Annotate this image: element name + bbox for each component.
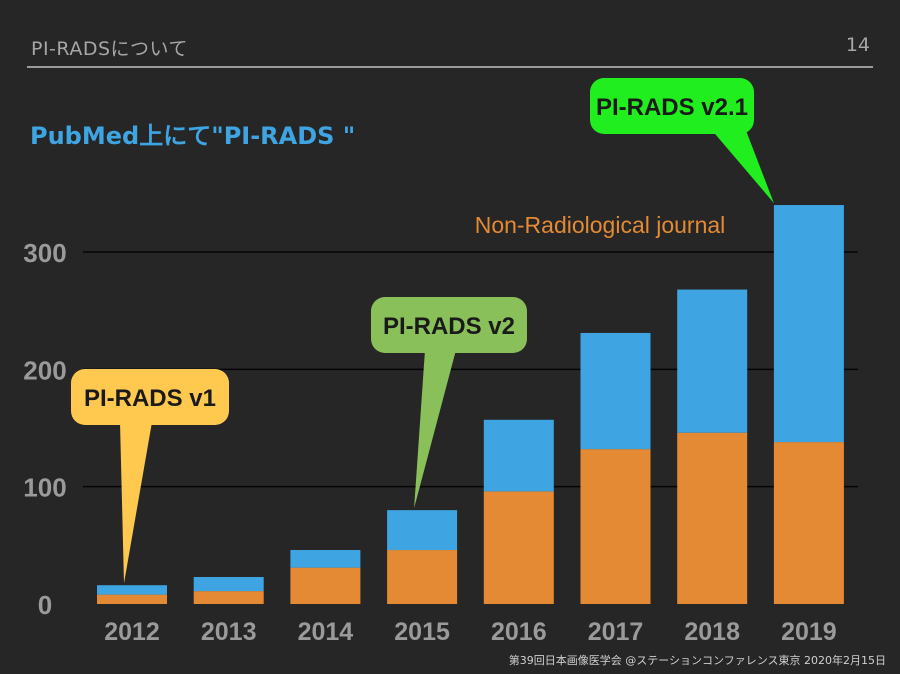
bar-2016-series-2 xyxy=(483,419,554,492)
bar-2018-series-1 xyxy=(677,432,748,604)
bar-2013-series-2 xyxy=(193,577,264,592)
footer-note: 第39回日本画像医学会 @ステーションコンファレンス東京 2020年2月15日 xyxy=(508,654,886,667)
x-tick-label-2017: 2017 xyxy=(588,618,644,646)
x-tick-label-2013: 2013 xyxy=(201,618,257,646)
bar-2012-series-2 xyxy=(97,585,167,595)
callout-tail-2 xyxy=(414,350,456,509)
bar-2013-series-1 xyxy=(193,591,264,604)
callout-label-3: PI-RADS v2.1 xyxy=(596,94,748,121)
page-number: 14 xyxy=(845,34,870,56)
x-tick-label-2019: 2019 xyxy=(781,618,837,646)
chart-subtitle: PubMed上にて"PI-RADS " xyxy=(30,122,356,150)
series-label-non-radiological: Non-Radiological journal xyxy=(475,212,726,238)
callout-bubble-1 xyxy=(71,369,229,425)
callout-tail-1 xyxy=(120,422,152,584)
bar-2018-series-2 xyxy=(677,289,748,433)
y-tick-label-300: 300 xyxy=(23,238,66,268)
x-tick-label-2016: 2016 xyxy=(491,618,547,646)
bar-2014-series-1 xyxy=(290,567,361,604)
callout-bubble-2 xyxy=(371,297,527,353)
x-tick-label-2012: 2012 xyxy=(104,618,160,646)
bar-2015-series-1 xyxy=(387,550,458,604)
callout-tail-3 xyxy=(710,128,774,204)
x-tick-label-2018: 2018 xyxy=(684,618,740,646)
bar-2016-series-1 xyxy=(483,491,554,604)
y-tick-label-100: 100 xyxy=(23,473,66,503)
bar-2017-series-2 xyxy=(580,332,651,450)
slide-header-title: PI-RADSについて xyxy=(31,38,188,60)
bar-2017-series-1 xyxy=(580,449,651,604)
callout-label-1: PI-RADS v1 xyxy=(84,385,216,412)
bar-2015-series-2 xyxy=(387,510,458,551)
header-divider xyxy=(27,66,873,68)
bar-2019-series-2 xyxy=(773,205,844,443)
callout-label-2: PI-RADS v2 xyxy=(383,313,515,340)
bar-2012-series-1 xyxy=(97,594,167,604)
callout-bubble-3 xyxy=(590,78,754,134)
y-tick-label-200: 200 xyxy=(23,355,66,385)
bar-2019-series-1 xyxy=(773,442,844,604)
bar-2014-series-2 xyxy=(290,550,361,568)
y-tick-label-0: 0 xyxy=(38,590,52,620)
x-tick-label-2014: 2014 xyxy=(298,618,354,646)
x-tick-label-2015: 2015 xyxy=(394,618,450,646)
